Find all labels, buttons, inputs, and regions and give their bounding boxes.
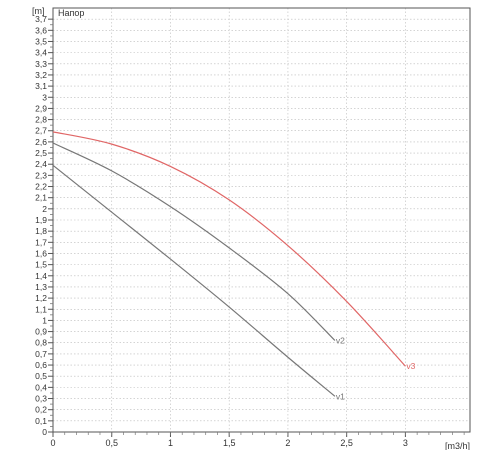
series-lines: v1 v2 v3	[52, 131, 416, 401]
y-tick-label: 1,3	[35, 282, 47, 292]
y-tick-label: 3,7	[35, 14, 47, 24]
y-tick-label: 3,5	[35, 36, 47, 46]
y-tick-label: 2,2	[35, 182, 47, 192]
y-tick-label: 1,2	[35, 293, 47, 303]
series-line-v2	[52, 142, 336, 341]
y-tick-label: 3,6	[35, 25, 47, 35]
series-label-v3: v3	[406, 361, 415, 371]
y-tick-label: 2,3	[35, 170, 47, 180]
y-tick-label: 1,9	[35, 215, 47, 225]
series-label-v1: v1	[336, 391, 345, 401]
x-tick-label: 2,5	[340, 438, 353, 448]
y-tick-label: 0,1	[35, 416, 47, 426]
y-tick-label: 0,9	[35, 327, 47, 337]
y-tick-label: 0,7	[35, 349, 47, 359]
y-tick-label: 3,3	[35, 59, 47, 69]
series-label-v2: v2	[336, 336, 345, 346]
x-tick-label: 0,5	[105, 438, 118, 448]
series-line-v3	[52, 131, 406, 367]
y-tick-label: 3,4	[35, 48, 47, 58]
y-tick-label: 3,1	[35, 81, 47, 91]
y-tick-label: 2,9	[35, 103, 47, 113]
y-tick-label: 2,6	[35, 137, 47, 147]
y-tick-label: 0,6	[35, 360, 47, 370]
x-tick-label: 1	[168, 438, 173, 448]
x-tick-label: 1,5	[223, 438, 236, 448]
y-tick-label: 1,7	[35, 237, 47, 247]
y-tick-label: 0,3	[35, 394, 47, 404]
x-axis-unit: [m3/h]	[445, 441, 470, 450]
x-tick-label: 3	[403, 438, 408, 448]
y-tick-label: 1,8	[35, 226, 47, 236]
y-tick-label: 2,5	[35, 148, 47, 158]
y-tick-label: 2,7	[35, 126, 47, 136]
x-tick-label: 2	[285, 438, 290, 448]
y-tick-label: 1,5	[35, 260, 47, 270]
y-tick-label: 3,2	[35, 70, 47, 80]
y-tick-label: 0,2	[35, 405, 47, 415]
y-tick-label: 2,4	[35, 159, 47, 169]
y-tick-label: 0,8	[35, 338, 47, 348]
chart-title: Напор	[58, 8, 84, 18]
x-axis: 0 0,5 1 1,5 2 2,5 3	[50, 432, 465, 448]
y-tick-label: 2	[42, 204, 47, 214]
y-axis-unit: [m]	[32, 6, 45, 16]
y-tick-label: 3	[42, 92, 47, 102]
y-tick-label: 2,1	[35, 193, 47, 203]
y-axis: 00,10,20,30,40,50,60,70,80,911,11,21,31,…	[35, 14, 53, 437]
x-tick-label: 0	[50, 438, 55, 448]
y-tick-label: 0,4	[35, 382, 47, 392]
y-tick-label: 1,6	[35, 248, 47, 258]
y-tick-label: 1	[42, 315, 47, 325]
y-tick-label: 2,8	[35, 115, 47, 125]
y-tick-label: 0	[42, 427, 47, 437]
series-line-v1	[52, 164, 336, 397]
y-tick-label: 1,4	[35, 271, 47, 281]
y-tick-label: 1,1	[35, 304, 47, 314]
y-tick-label: 0,5	[35, 371, 47, 381]
